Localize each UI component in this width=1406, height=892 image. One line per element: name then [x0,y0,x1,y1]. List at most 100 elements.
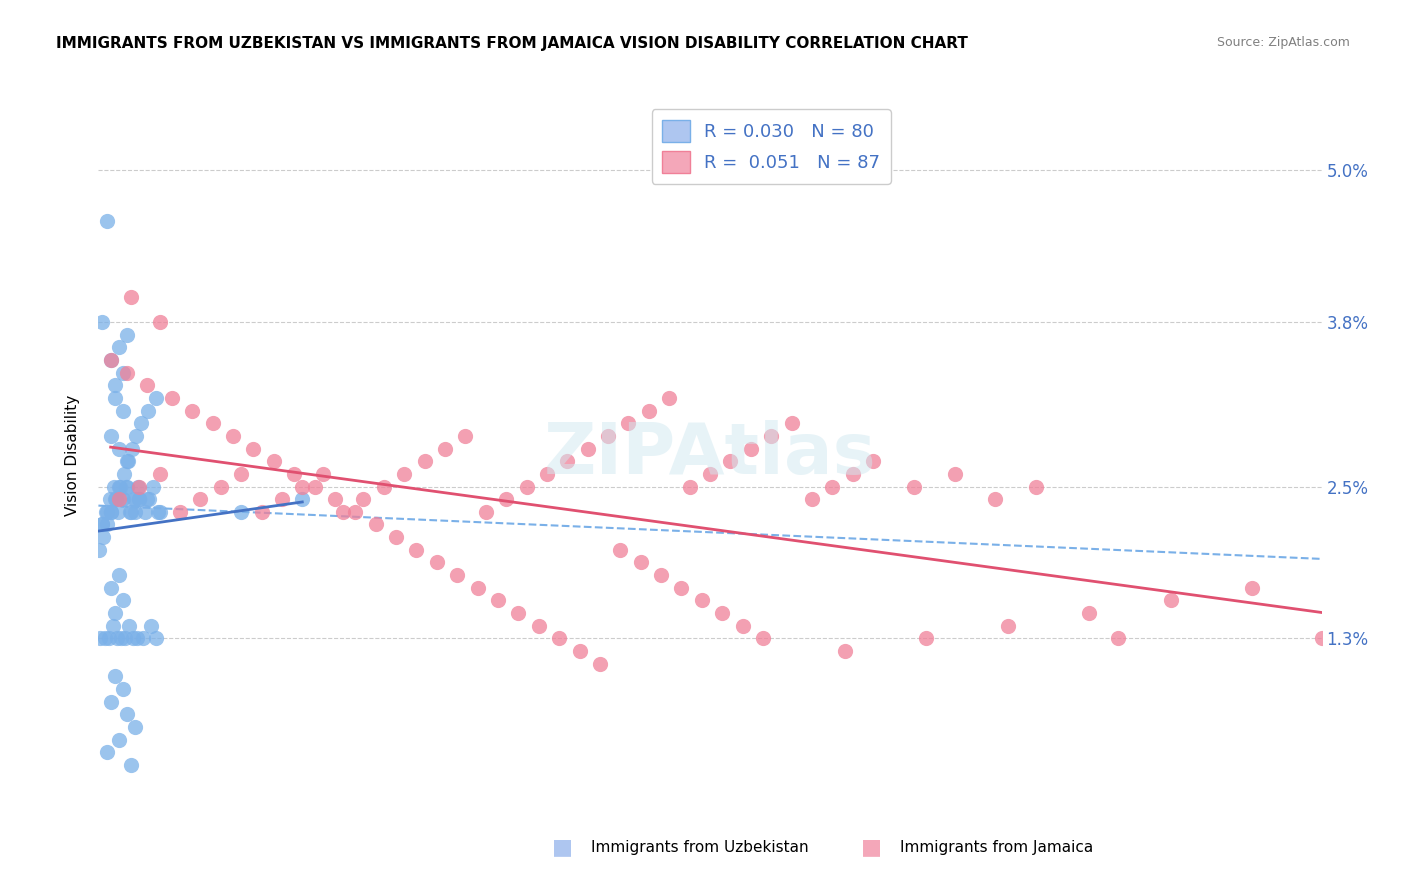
Point [115,327,138,342]
Point [548,632,571,646]
Point [103,479,125,493]
Point [364,517,387,532]
Point [108,340,131,354]
Point [250,505,273,519]
Point [89,632,111,646]
Point [96,517,118,532]
Point [122,632,145,646]
Point [332,505,354,519]
Point [104,378,127,392]
Point [111,492,134,507]
Point [104,391,127,405]
Point [101,618,124,632]
Point [160,391,183,405]
Point [104,669,127,683]
Point [690,593,713,607]
Point [658,391,681,405]
Point [108,479,131,493]
Point [91,517,114,532]
Point [997,618,1019,632]
Point [169,505,191,519]
Point [373,479,395,493]
Point [433,442,456,456]
Point [474,505,498,519]
Point [291,479,314,493]
Point [100,353,122,368]
Point [134,505,156,519]
Point [108,568,131,582]
Point [108,479,131,493]
Point [94,505,117,519]
Point [110,632,132,646]
Point [107,505,129,519]
Point [108,492,131,507]
Point [231,505,253,519]
Point [508,606,530,620]
Point [201,417,224,431]
Point [112,467,135,481]
Point [96,214,118,228]
Point [129,417,152,431]
Point [145,391,167,405]
Point [679,479,702,493]
Point [568,644,591,658]
Point [117,454,139,468]
Point [671,581,693,595]
Point [1078,606,1101,620]
Point [589,657,612,671]
Point [124,505,146,519]
Point [222,429,245,443]
Point [98,492,121,507]
Point [557,454,579,468]
Point [405,542,427,557]
Point [104,492,127,507]
Point [527,618,550,632]
Legend: R = 0.030   N = 80, R =  0.051   N = 87: R = 0.030 N = 80, R = 0.051 N = 87 [651,109,891,184]
Point [984,492,1007,507]
Point [720,454,742,468]
Point [91,530,114,544]
Point [115,707,138,722]
Point [1107,632,1129,646]
Point [100,581,122,595]
Point [115,454,138,468]
Point [699,467,721,481]
Point [1310,632,1333,646]
Point [136,403,159,417]
Point [138,492,160,507]
Point [467,581,489,595]
Point [136,378,159,392]
Point [486,593,509,607]
Point [128,479,150,493]
Point [111,593,134,607]
Point [638,403,661,417]
Point [801,492,824,507]
Point [115,366,138,380]
Point [841,467,863,481]
Point [118,618,141,632]
Text: Immigrants from Uzbekistan: Immigrants from Uzbekistan [591,840,808,855]
Point [536,467,558,481]
Point [263,454,285,468]
Point [304,479,326,493]
Point [111,403,134,417]
Point [89,542,111,557]
Point [90,517,112,532]
Point [127,632,149,646]
Point [149,315,172,329]
Point [145,632,167,646]
Point [446,568,468,582]
Point [915,632,938,646]
Text: IMMIGRANTS FROM UZBEKISTAN VS IMMIGRANTS FROM JAMAICA VISION DISABILITY CORRELAT: IMMIGRANTS FROM UZBEKISTAN VS IMMIGRANTS… [56,36,969,51]
Point [943,467,966,481]
Point [862,454,884,468]
Point [413,454,436,468]
Point [181,403,204,417]
Text: Source: ZipAtlas.com: Source: ZipAtlas.com [1216,36,1350,49]
Point [96,745,118,759]
Point [711,606,734,620]
Point [630,556,652,570]
Point [752,632,775,646]
Point [516,479,538,493]
Point [270,492,294,507]
